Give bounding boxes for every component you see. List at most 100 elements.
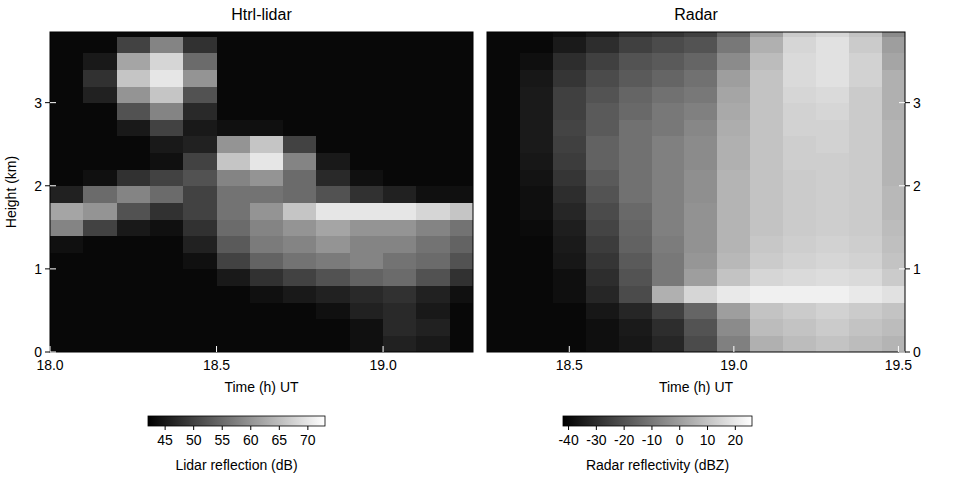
- cell: [150, 202, 184, 219]
- cell: [416, 202, 450, 219]
- y-tick-label: 1: [34, 261, 42, 277]
- cell: [50, 119, 84, 136]
- cell: [383, 119, 417, 136]
- cell: [586, 335, 620, 352]
- cell: [652, 186, 686, 203]
- cell: [150, 53, 184, 70]
- colorbar-tick: [307, 426, 308, 430]
- cell: [383, 32, 417, 37]
- colorbar-tick: [679, 426, 680, 430]
- cell: [117, 32, 151, 37]
- cell: [750, 302, 784, 319]
- cell: [783, 169, 817, 186]
- cell: [652, 319, 686, 336]
- cell: [750, 236, 784, 253]
- cell: [50, 169, 84, 186]
- cell: [416, 219, 450, 236]
- cell: [283, 136, 317, 153]
- cell: [117, 36, 151, 53]
- colorbar-tick: [250, 426, 251, 430]
- cell: [816, 319, 850, 336]
- cell: [117, 103, 151, 120]
- cell: [450, 53, 473, 70]
- cell: [217, 186, 251, 203]
- cell: [849, 86, 883, 103]
- cell: [652, 53, 686, 70]
- cell: [619, 335, 653, 352]
- cell: [450, 302, 473, 319]
- cell: [750, 335, 784, 352]
- cell: [150, 119, 184, 136]
- cell: [684, 53, 718, 70]
- cell: [652, 32, 686, 37]
- cell: [350, 219, 384, 236]
- cell: [586, 32, 620, 37]
- cell: [553, 86, 587, 103]
- cell: [416, 53, 450, 70]
- cell: [717, 36, 751, 53]
- cell: [383, 236, 417, 253]
- cell: [684, 32, 718, 37]
- cell: [882, 269, 905, 286]
- cell: [217, 32, 251, 37]
- y-tick-label: 1: [913, 261, 921, 277]
- cell: [816, 252, 850, 269]
- cell: [283, 186, 317, 203]
- cell: [183, 302, 217, 319]
- cell: [619, 202, 653, 219]
- cell: [150, 319, 184, 336]
- cell: [117, 119, 151, 136]
- cell: [283, 32, 317, 37]
- cell: [450, 169, 473, 186]
- cell: [150, 32, 184, 37]
- cell: [882, 319, 905, 336]
- cell: [83, 36, 117, 53]
- cell: [117, 86, 151, 103]
- cell: [684, 219, 718, 236]
- cell: [816, 153, 850, 170]
- cell: [283, 36, 317, 53]
- cell: [117, 202, 151, 219]
- colorbar-tick-label: -40: [558, 432, 578, 448]
- cell: [750, 169, 784, 186]
- panel: Htrl-lidar18.018.519.0Time (h) UT0123Hei…: [3, 6, 484, 473]
- cell: [117, 169, 151, 186]
- cell: [849, 269, 883, 286]
- cell: [816, 53, 850, 70]
- cell: [750, 252, 784, 269]
- cell: [586, 169, 620, 186]
- cell: [553, 269, 587, 286]
- cell: [117, 153, 151, 170]
- colorbar-tick-label: 0: [676, 432, 684, 448]
- cell: [450, 103, 473, 120]
- cell: [217, 252, 251, 269]
- x-axis-title: Time (h) UT: [224, 379, 299, 395]
- cell: [50, 302, 84, 319]
- cell: [383, 302, 417, 319]
- cell: [586, 36, 620, 53]
- cell: [816, 36, 850, 53]
- plot-background: [487, 32, 905, 352]
- cell: [316, 302, 350, 319]
- cell: [553, 69, 587, 86]
- cell: [783, 319, 817, 336]
- cell: [553, 119, 587, 136]
- colorbar-tick: [165, 426, 166, 430]
- cell: [553, 169, 587, 186]
- cell: [586, 202, 620, 219]
- cell: [684, 252, 718, 269]
- cell: [50, 136, 84, 153]
- cell: [684, 302, 718, 319]
- cell: [717, 219, 751, 236]
- x-tick-label: 18.5: [203, 357, 230, 373]
- cell: [882, 286, 905, 303]
- cell: [183, 69, 217, 86]
- cell: [520, 302, 554, 319]
- colorbar-tick-label: 65: [272, 432, 288, 448]
- frame: [487, 32, 905, 352]
- colorbar-tick: [624, 426, 625, 430]
- cell: [553, 103, 587, 120]
- cell: [183, 236, 217, 253]
- cell: [717, 136, 751, 153]
- cell: [487, 269, 521, 286]
